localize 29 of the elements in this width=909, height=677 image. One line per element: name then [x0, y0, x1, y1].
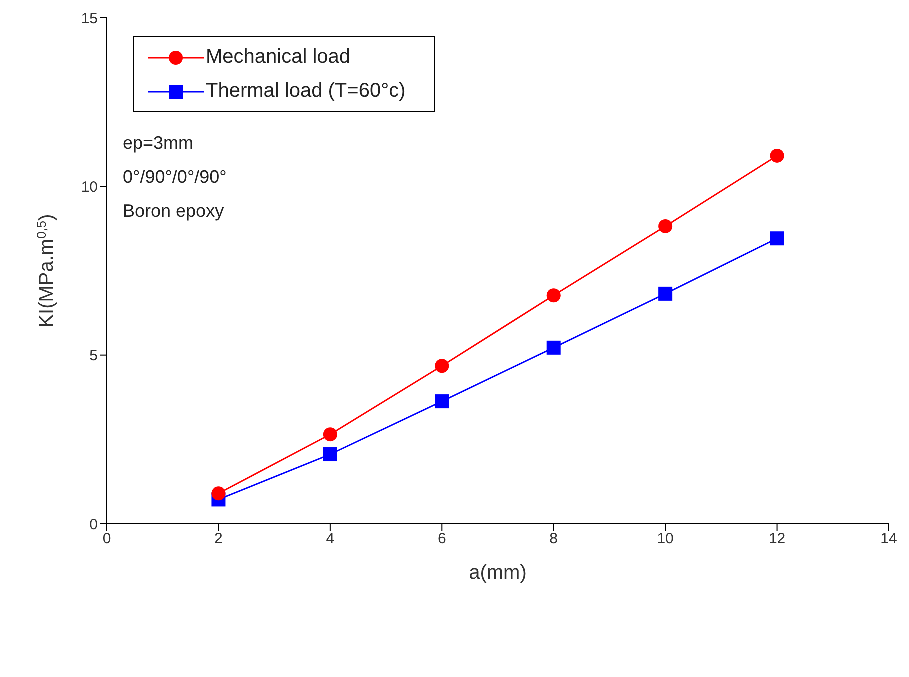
y-tick-label: 5: [90, 348, 98, 365]
point: [323, 448, 338, 462]
x-tick-label: 4: [326, 530, 335, 548]
point: [770, 232, 784, 246]
x-tick-label: 0: [102, 530, 112, 548]
annotation: ep=3mm: [123, 132, 195, 155]
x-tick-label: 14: [880, 530, 898, 548]
annotation: 0°/90°/0°/90°: [123, 166, 227, 189]
annotation: Boron epoxy: [123, 200, 226, 223]
x-tick-label: 12: [768, 530, 786, 548]
legend-label: Thermal load (T=60°c): [206, 80, 406, 102]
point: [546, 340, 561, 355]
point: [770, 148, 784, 163]
y-tick-label: 10: [81, 178, 98, 196]
legend-label: Mechanical load: [206, 46, 351, 68]
x-tick-label: 6: [438, 530, 446, 548]
x-tick-label: 10: [657, 530, 674, 548]
point: [212, 486, 226, 501]
x-axis-title: a(mm): [469, 562, 527, 584]
point: [546, 288, 561, 303]
y-tick-label: 0: [90, 516, 98, 534]
point: [435, 359, 450, 374]
x-tick-label: 2: [214, 530, 223, 548]
point: [435, 394, 450, 409]
point: [323, 428, 338, 442]
point: [658, 219, 673, 234]
x-tick-label: 8: [550, 530, 558, 548]
point: [658, 286, 673, 301]
y-tick-label: 15: [81, 10, 98, 28]
